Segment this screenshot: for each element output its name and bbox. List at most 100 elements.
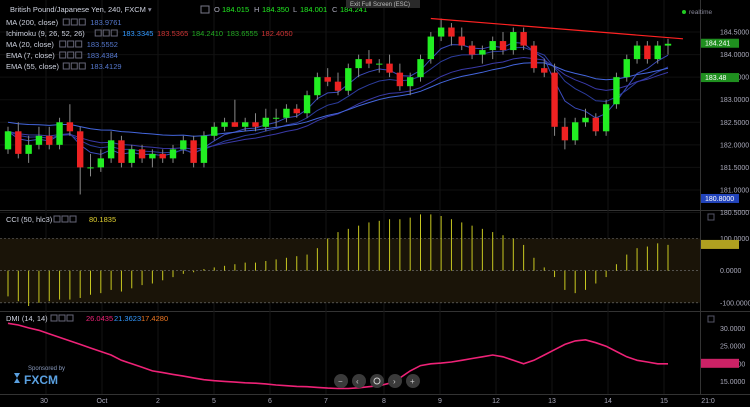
indicator-close-icon[interactable] <box>75 51 83 59</box>
cci-label[interactable]: CCI (50, hlc3) <box>6 215 53 224</box>
candle <box>87 167 94 169</box>
zoom-out-button[interactable] <box>334 374 348 388</box>
time-tick-label: 9 <box>438 398 442 405</box>
chevron-left-icon: ‹ <box>356 377 359 386</box>
candle <box>654 45 661 60</box>
indicator-visibility-icon[interactable] <box>59 51 67 59</box>
scroll-left-button[interactable] <box>352 374 366 388</box>
dmi-maximize-icon[interactable] <box>707 315 715 323</box>
candle <box>128 149 135 163</box>
indicator-settings-icon[interactable] <box>67 40 75 48</box>
candle <box>107 140 115 159</box>
zoom-in-button[interactable] <box>406 374 420 388</box>
indicator-visibility-icon[interactable] <box>62 18 70 26</box>
candle <box>190 140 197 163</box>
cci-visibility-icon[interactable] <box>53 215 61 223</box>
candle <box>4 131 12 150</box>
indicator-visibility-icon[interactable] <box>94 29 102 37</box>
candle <box>510 32 517 51</box>
candle <box>159 153 166 159</box>
candle <box>355 59 362 69</box>
price-tick-label: 181.0000 <box>720 187 749 194</box>
candle <box>582 117 589 123</box>
candle <box>334 81 342 91</box>
dmi-settings-icon[interactable] <box>58 314 66 322</box>
reset-button[interactable] <box>370 374 384 388</box>
candle <box>118 140 125 163</box>
candle <box>231 122 239 127</box>
candle <box>169 149 177 159</box>
ohlc-o-label: O <box>214 5 220 14</box>
candle <box>56 122 63 145</box>
indicator-settings-icon[interactable] <box>70 62 78 70</box>
dmi-close-icon[interactable] <box>66 314 74 322</box>
time-axis: 30 Oct 2 5 6 7 8 9 12 13 14 15 21:0 <box>40 398 715 405</box>
candle <box>468 45 476 55</box>
candle <box>345 68 352 91</box>
candle <box>46 135 53 145</box>
cci-settings-icon[interactable] <box>61 215 69 223</box>
dmi-visibility-icon[interactable] <box>50 314 58 322</box>
low-price-badge <box>701 193 739 203</box>
candle <box>479 50 486 55</box>
cci-maximize-icon[interactable] <box>707 213 715 221</box>
chart-nav-controls: − ‹ › + <box>334 374 420 388</box>
indicator-value: 183.5552 <box>87 40 118 49</box>
time-tick-label: 2 <box>156 398 160 405</box>
fxcm-logo[interactable]: FXCM <box>14 373 58 387</box>
realtime-dot-icon <box>682 10 686 14</box>
time-tick-label: Oct <box>97 398 108 405</box>
indicator-close-icon[interactable] <box>75 40 83 48</box>
indicator-settings-icon[interactable] <box>102 29 110 37</box>
indicator-label[interactable]: Ichimoku (9, 26, 52, 26) <box>6 29 85 38</box>
indicator-close-icon[interactable] <box>110 29 118 37</box>
candle <box>437 27 445 37</box>
indicator-value: 184.2410 <box>192 29 223 38</box>
cci-value: 80.1835 <box>89 215 116 224</box>
dmi-adx-value: 17.4280 <box>141 314 168 323</box>
time-tick-label: 12 <box>492 398 500 405</box>
indicator-label[interactable]: MA (200, close) <box>6 18 59 27</box>
indicator-settings-icon[interactable] <box>67 51 75 59</box>
dmi-minus-value: 21.3623 <box>114 314 141 323</box>
candle <box>458 36 465 46</box>
indicator-visibility-icon[interactable] <box>59 40 67 48</box>
indicator-visibility-icon[interactable] <box>62 62 70 70</box>
indicator-label[interactable]: EMA (55, close) <box>6 62 59 71</box>
candle <box>644 45 651 60</box>
indicator-close-icon[interactable] <box>78 62 86 70</box>
candle <box>427 36 435 60</box>
chart-title[interactable]: British Pound/Japanese Yen, 240, FXCM ▾ <box>10 5 152 14</box>
price-tick-label: 182.5000 <box>720 120 749 127</box>
price-tick-label: 184.0000 <box>720 52 749 59</box>
fxcm-logo-icon <box>14 373 20 383</box>
candle <box>15 131 22 154</box>
low-price-label: 180.8000 <box>705 196 734 203</box>
cci-tick-label: 0.0000 <box>720 268 742 275</box>
cci-close-icon[interactable] <box>69 215 77 223</box>
indicator-close-icon[interactable] <box>78 18 86 26</box>
candle <box>406 77 414 87</box>
trendline[interactable] <box>430 17 684 40</box>
reset-icon <box>373 377 381 385</box>
dmi-label[interactable]: DMI (14, 14) <box>6 314 48 323</box>
candle <box>561 126 569 141</box>
indicator-settings-icon[interactable] <box>70 18 78 26</box>
candle <box>283 108 290 118</box>
indicator-label[interactable]: MA (20, close) <box>6 40 54 49</box>
settings-icon[interactable] <box>200 5 210 14</box>
exit-fullscreen-button[interactable] <box>346 0 420 8</box>
cci-tick-label: -100.0000 <box>720 300 750 307</box>
time-tick-label: 6 <box>268 398 272 405</box>
current-price-badge-2 <box>701 73 739 83</box>
dmi-tick-label: 25.0000 <box>720 344 745 351</box>
candle <box>376 63 383 65</box>
candle <box>66 122 74 132</box>
dmi-lines <box>7 322 668 390</box>
time-tick-label: 7 <box>324 398 328 405</box>
dmi-panel <box>0 312 700 394</box>
indicator-label[interactable]: EMA (7, close) <box>6 51 55 60</box>
scroll-right-button[interactable] <box>388 374 402 388</box>
